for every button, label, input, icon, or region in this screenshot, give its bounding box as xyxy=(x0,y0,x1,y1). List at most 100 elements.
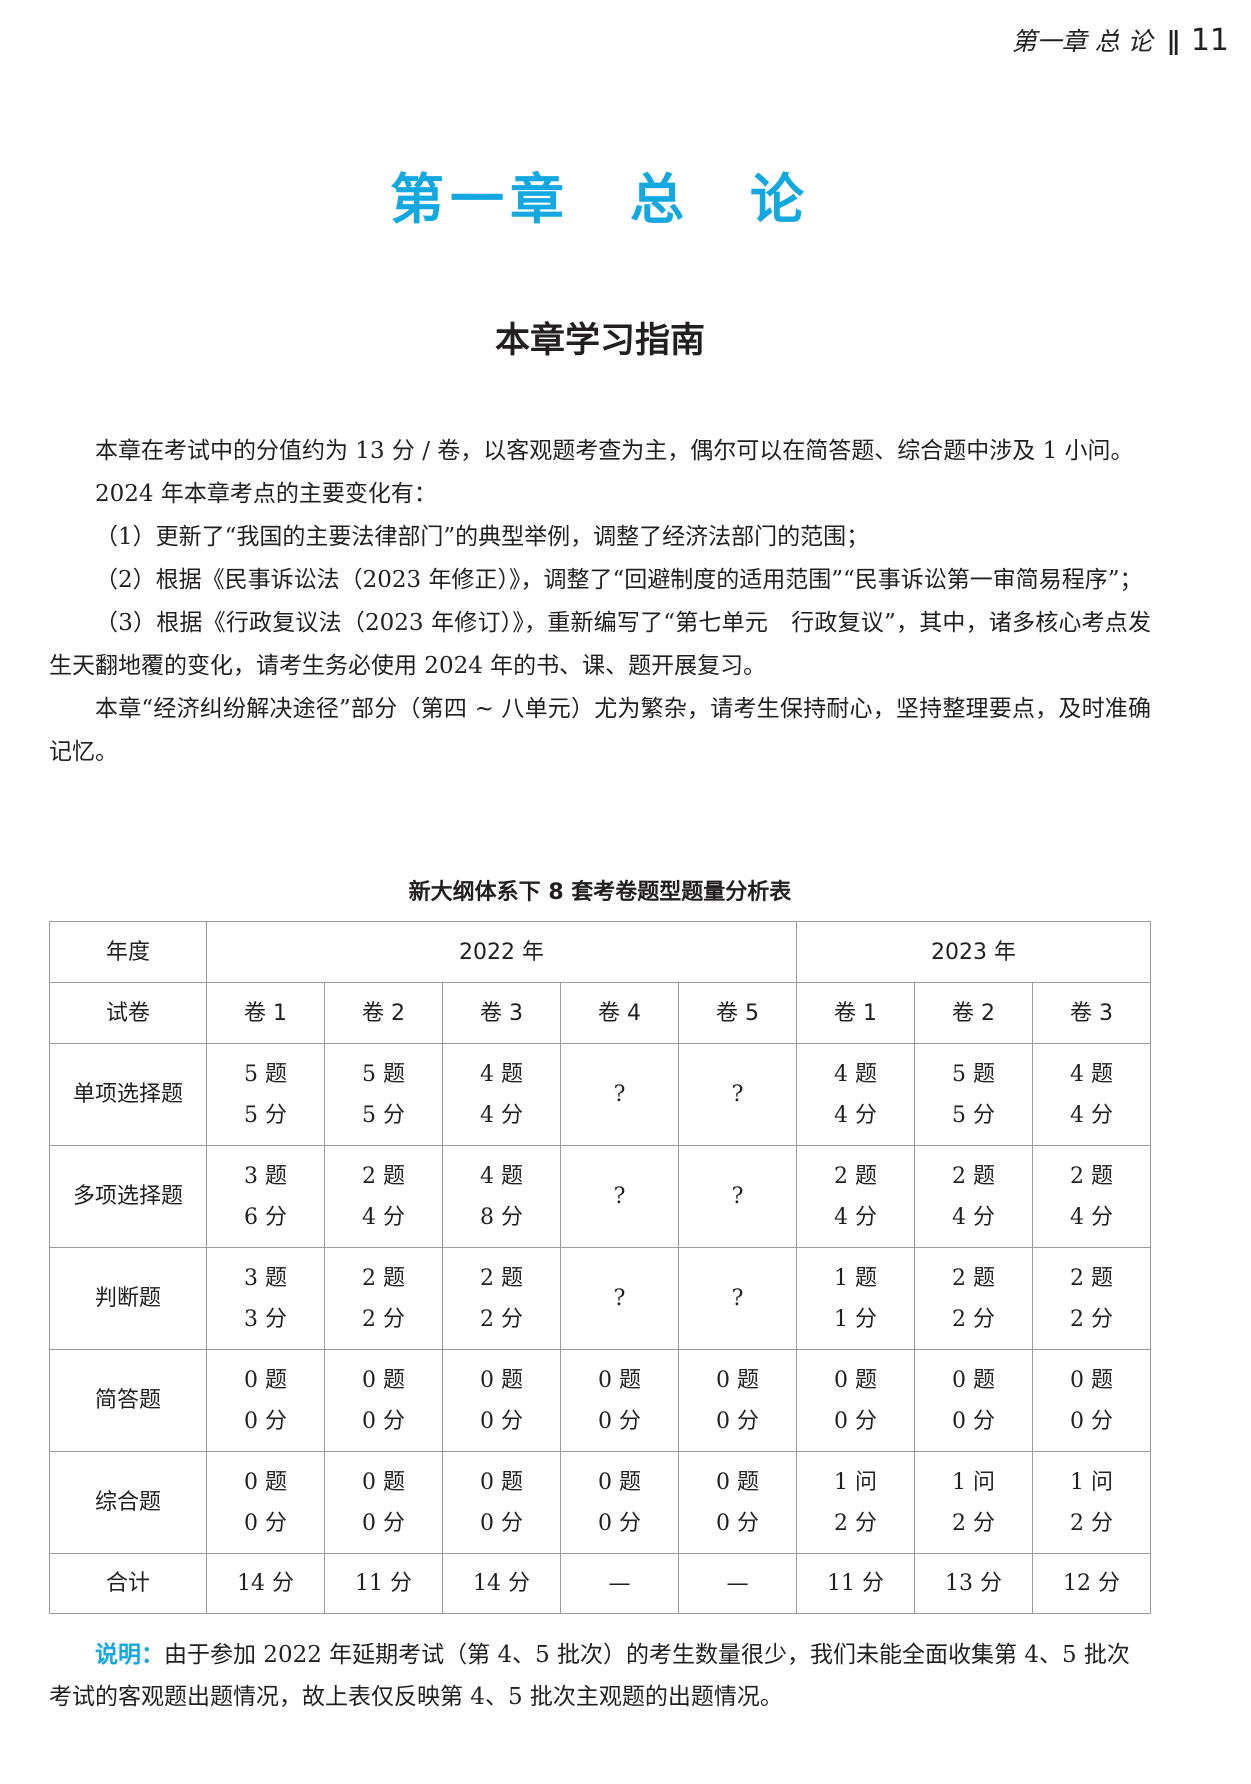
cell-line: 0 分 xyxy=(362,1408,405,1434)
question-type: 判断题 xyxy=(49,1247,207,1350)
paper-header: 卷 3 xyxy=(1032,982,1151,1044)
cell-line: 2 题 xyxy=(362,1163,405,1189)
cell-line: 2 题 xyxy=(952,1163,995,1189)
total-cell: 12 分 xyxy=(1032,1553,1151,1614)
cell-line: 4 分 xyxy=(952,1204,995,1230)
cell-line: 2 分 xyxy=(480,1306,523,1332)
cell-line: 4 分 xyxy=(834,1204,877,1230)
total-cell: 11 分 xyxy=(324,1553,443,1614)
cell-line: 2 分 xyxy=(834,1510,877,1536)
table-cell: 2 题 2 分 xyxy=(442,1247,561,1350)
paragraph: （1）更新了“我国的主要法律部门”的典型举例，调整了经济法部门的范围； xyxy=(95,524,870,550)
table-cell: ? xyxy=(678,1145,797,1248)
paper-label: 试卷 xyxy=(49,982,207,1044)
paper-header: 卷 2 xyxy=(324,982,443,1044)
cell-line: 5 分 xyxy=(244,1102,287,1128)
cell-line: 0 题 xyxy=(362,1469,405,1495)
cell-line: 0 题 xyxy=(480,1367,523,1393)
cell-line: 3 分 xyxy=(244,1306,287,1332)
paper-header: 卷 5 xyxy=(678,982,797,1044)
cell-line: 0 分 xyxy=(598,1408,641,1434)
paper-header: 卷 4 xyxy=(560,982,679,1044)
table-cell: 0 题 0 分 xyxy=(206,1349,325,1452)
cell-line: 0 分 xyxy=(244,1408,287,1434)
running-header: 第一章 总 论 || 11 xyxy=(1012,22,1229,58)
table-cell: 4 题 4 分 xyxy=(1032,1043,1151,1146)
cell-line: 2 题 xyxy=(1070,1163,1113,1189)
table-cell: 4 题 4 分 xyxy=(442,1043,561,1146)
table-cell: ? xyxy=(678,1247,797,1350)
paragraph: 2024 年本章考点的主要变化有： xyxy=(95,481,437,507)
cell-line: 5 分 xyxy=(362,1102,405,1128)
cell-line: 0 题 xyxy=(480,1469,523,1495)
total-cell: 14 分 xyxy=(442,1553,561,1614)
total-cell: 13 分 xyxy=(914,1553,1033,1614)
cell-line: 4 题 xyxy=(480,1163,523,1189)
cell-line: 2 题 xyxy=(952,1265,995,1291)
cell-line: ? xyxy=(613,1082,626,1107)
cell-line: 0 分 xyxy=(598,1510,641,1536)
total-cell: 14 分 xyxy=(206,1553,325,1614)
cell-line: 4 分 xyxy=(1070,1102,1113,1128)
paper-header: 卷 2 xyxy=(914,982,1033,1044)
paper-header: 卷 1 xyxy=(206,982,325,1044)
table-note: 说明：由于参加 2022 年延期考试（第 4、5 批次）的考生数量很少，我们未能… xyxy=(49,1634,1151,1718)
cell-line: 4 分 xyxy=(834,1102,877,1128)
table-cell: 0 题 0 分 xyxy=(678,1451,797,1554)
cell-line: 0 分 xyxy=(952,1408,995,1434)
question-type: 单项选择题 xyxy=(49,1043,207,1146)
body-text: 本章在考试中的分值约为 13 分 / 卷，以客观题考查为主，偶尔可以在简答题、综… xyxy=(49,430,1151,774)
table-cell: 0 题 0 分 xyxy=(796,1349,915,1452)
table-cell: 2 题 4 分 xyxy=(914,1145,1033,1248)
cell-line: 0 题 xyxy=(244,1469,287,1495)
cell-line: ? xyxy=(613,1184,626,1209)
cell-line: 8 分 xyxy=(480,1204,523,1230)
cell-line: 2 题 xyxy=(1070,1265,1113,1291)
table-cell: 4 题 8 分 xyxy=(442,1145,561,1248)
total-cell: — xyxy=(678,1553,797,1614)
cell-line: 0 分 xyxy=(716,1510,759,1536)
cell-line: 0 分 xyxy=(244,1510,287,1536)
table-row: 单项选择题 5 题 5 分 5 题 5 分 4 题 4 分?? 4 题 4 分 5 题 5 分 4 题… xyxy=(49,1043,1151,1146)
separator: || xyxy=(1166,25,1181,55)
cell-line: 3 题 xyxy=(244,1265,287,1291)
cell-line: 0 题 xyxy=(362,1367,405,1393)
cell-line: 2 题 xyxy=(362,1265,405,1291)
paragraph: 本章“经济纠纷解决途径”部分（第四 ~ 八单元）尤为繁杂，请考生保持耐心，坚持整… xyxy=(49,696,1151,765)
table-cell: 3 题 3 分 xyxy=(206,1247,325,1350)
cell-line: 4 分 xyxy=(480,1102,523,1128)
cell-line: 0 分 xyxy=(834,1408,877,1434)
cell-line: 4 分 xyxy=(362,1204,405,1230)
table-cell: ? xyxy=(678,1043,797,1146)
note-text: 由于参加 2022 年延期考试（第 4、5 批次）的考生数量很少，我们未能全面收… xyxy=(49,1642,1130,1710)
running-title: 第一章 总 论 xyxy=(1011,27,1153,56)
chapter-title: 第一章 总 论 xyxy=(390,167,810,231)
table-cell: 5 题 5 分 xyxy=(914,1043,1033,1146)
cell-line: 2 题 xyxy=(834,1163,877,1189)
question-type: 简答题 xyxy=(49,1349,207,1452)
cell-line: 1 问 xyxy=(1070,1469,1113,1495)
cell-line: ? xyxy=(613,1286,626,1311)
cell-line: 0 题 xyxy=(1070,1367,1113,1393)
cell-line: 0 题 xyxy=(598,1469,641,1495)
cell-line: 2 分 xyxy=(362,1306,405,1332)
page-number: 11 xyxy=(1190,22,1229,58)
table-cell: 0 题 0 分 xyxy=(914,1349,1033,1452)
cell-line: 6 分 xyxy=(244,1204,287,1230)
table-cell: ? xyxy=(560,1247,679,1350)
table-cell: 0 题 0 分 xyxy=(1032,1349,1151,1452)
table-cell: 2 题 4 分 xyxy=(796,1145,915,1248)
cell-line: 0 题 xyxy=(834,1367,877,1393)
cell-line: ? xyxy=(731,1082,744,1107)
total-row: 合计 14 分 11 分 14 分 — —11 分 13 分 12 分 xyxy=(49,1553,1151,1614)
paper-header: 卷 1 xyxy=(796,982,915,1044)
cell-line: 4 题 xyxy=(480,1061,523,1087)
table-cell: 0 题 0 分 xyxy=(442,1349,561,1452)
total-cell: 11 分 xyxy=(796,1553,915,1614)
section-title: 本章学习指南 xyxy=(494,321,705,361)
question-type: 多项选择题 xyxy=(49,1145,207,1248)
